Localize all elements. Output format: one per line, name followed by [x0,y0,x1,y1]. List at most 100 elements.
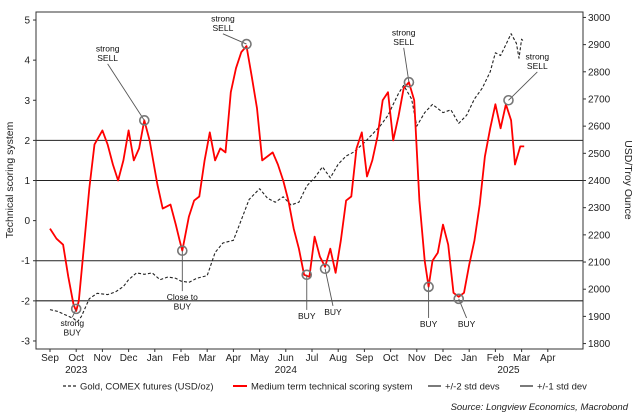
x-tick-label-10: Jul [306,353,319,364]
right-tick-label-8: 2200 [588,230,611,241]
year-label-1: 2024 [275,365,298,376]
right-tick-label-7: 2300 [588,203,611,214]
right-tick-label-2: 2800 [588,67,611,78]
annotation-label-line: SELL [393,37,414,47]
x-tick-label-5: Feb [172,353,190,364]
annotation-label-5: Close to BUY [167,292,198,312]
left-tick-label-6: -1 [21,256,30,267]
x-tick-label-7: Apr [226,353,242,364]
left-axis-title: Technical scoring system [4,121,16,238]
left-tick-label-5: 0 [24,216,30,227]
legend-label-2std: +/-2 std devs [445,382,500,393]
right-tick-label-9: 2100 [588,258,611,269]
annotation-label-line: strong [526,51,550,61]
annotation-label-line: strong [392,27,416,37]
axis-layer: 5 4 3 2 1 0 -1 -2 -3 3000 2900 2800 2700 2600 2500 2400… [21,11,611,376]
right-tick-label-6: 2400 [588,176,611,187]
right-tick-label-1: 2900 [588,40,611,51]
year-label-2: 2025 [497,365,520,376]
right-tick-label-5: 2500 [588,149,611,160]
year-label-0: 2023 [65,365,88,376]
right-tick-label-0: 3000 [588,13,611,24]
annotation-marker-1 [241,38,252,50]
annotation-label-line: strong [211,13,235,23]
x-tick-label-19: Apr [540,353,556,364]
annotation-label-line: BUY [458,319,476,329]
x-tick-label-15: Dec [434,353,452,364]
annotation-label-line: strong [96,43,120,53]
right-tick-label-4: 2600 [588,122,611,133]
left-tick-label-1: 4 [24,56,30,67]
x-tick-label-17: Feb [487,353,505,364]
left-tick-label-3: 2 [24,136,30,147]
annotation-label-6: BUY [298,311,316,321]
annotation-marker-8 [423,281,434,293]
annotation-marker-3 [503,94,514,106]
annotation-label-0: strong SELL [96,43,120,63]
x-tick-label-13: Oct [383,353,399,364]
legend-item-technical: Medium term technical scoring system [233,382,413,393]
x-tick-label-4: Jan [147,353,163,364]
legend-item-2std: +/-2 std devs [428,382,500,393]
x-tick-label-16: Jan [461,353,477,364]
annotation-marker-2 [403,76,415,88]
legend-label-gold: Gold, COMEX futures (USD/oz) [80,382,214,393]
annotation-label-line: BUY [324,307,342,317]
annotation-leader-0 [107,63,145,121]
x-tick-label-0: Sep [41,353,59,364]
x-tick-label-14: Nov [408,353,426,364]
x-tick-label-2: Nov [94,353,112,364]
annotation-label-line: SELL [97,53,118,63]
right-tick-label-11: 1900 [588,312,611,323]
annotation-marker-0 [139,115,150,126]
annotation-label-4: strong BUY [60,318,84,338]
annotation-leader-9 [458,298,467,319]
annotation-marker-5 [177,245,188,257]
annotation-label-line: BUY [298,311,316,321]
series-line-0 [49,33,525,323]
annotation-label-line: strong [60,318,84,328]
x-tick-label-9: Jun [278,353,294,364]
annotation-label-8: BUY [420,319,438,329]
left-tick-label-4: 1 [24,176,30,187]
annotation-leader-3 [508,71,538,101]
left-tick-label-2: 3 [24,96,30,107]
annotation-marker-6 [301,269,313,281]
annotation-label-1: strong SELL [211,13,235,32]
right-axis-title: USD/Troy Ounce [622,140,634,220]
right-tick-label-10: 2000 [588,285,611,296]
left-tick-label-0: 5 [24,16,30,27]
source-note: Source: Longview Economics, Macrobond [451,402,629,413]
annotation-leader-2 [403,47,410,83]
annotation-label-2: strong SELL [392,27,416,47]
x-tick-label-8: May [250,353,269,364]
series-layer [49,33,525,323]
annotation-label-line: BUY [174,302,192,312]
annotation-label-line: SELL [527,61,548,71]
legend-label-1std: +/-1 std dev [537,382,587,393]
annotation-label-3: strong SELL [526,51,550,71]
annotation-label-line: BUY [420,319,438,329]
annotation-label-9: BUY [458,319,476,329]
left-tick-label-8: -3 [21,336,30,347]
x-tick-label-12: Sep [356,353,374,364]
legend-item-1std: +/-1 std dev [520,382,587,393]
x-tick-label-3: Dec [120,353,138,364]
x-tick-label-18: Mar [513,353,531,364]
annotation-label-line: SELL [213,23,234,33]
legend-item-gold: Gold, COMEX futures (USD/oz) [63,382,214,393]
annotation-marker-7 [319,263,331,275]
grid-layer [36,139,583,302]
series-line-1 [49,45,525,312]
x-tick-label-6: Mar [199,353,217,364]
annotation-marker-4 [70,303,82,315]
annotation-leader-7 [324,268,334,306]
annotation-label-line: Close to [167,292,198,302]
x-tick-label-11: Aug [329,353,347,364]
x-tick-label-1: Oct [68,353,84,364]
right-tick-label-3: 2700 [588,94,611,105]
annotation-label-line: BUY [64,328,82,338]
legend-label-technical: Medium term technical scoring system [251,382,413,393]
